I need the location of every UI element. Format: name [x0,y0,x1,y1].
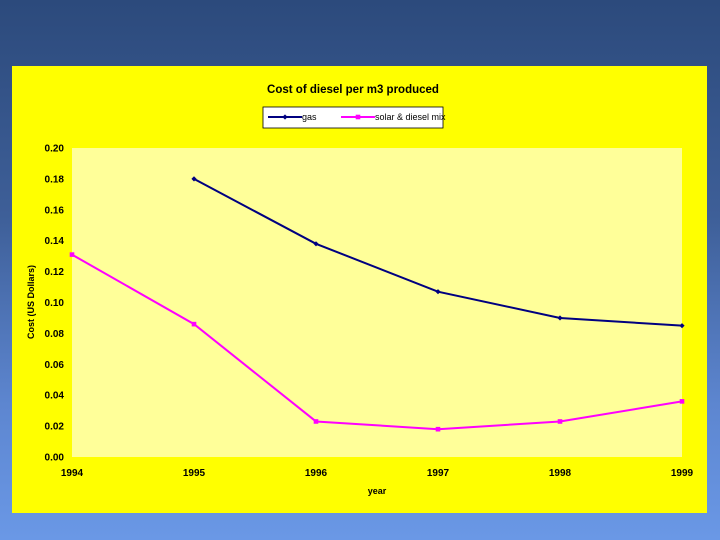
legend: gas solar & diesel mix [262,106,446,129]
legend-marker [355,114,361,120]
y-tick-label: 0.08 [45,329,65,340]
y-tick-label: 0.18 [45,174,65,185]
y-tick-label: 0.12 [45,267,65,278]
series-line-solar-diesel-mix [71,253,683,431]
y-axis: 0.00 0.02 0.04 0.06 0.08 0.10 0.12 0.14 0.16 0.18… [45,144,65,464]
x-tick-label: 1999 [671,468,694,479]
chart-frame: Cost of diesel per m3 produced gas solar … [12,66,707,513]
x-tick-label: 1996 [305,468,328,479]
y-tick-label: 0.04 [45,391,65,402]
data-point [557,315,563,321]
y-tick-label: 0.00 [45,453,65,464]
x-tick-label: 1997 [427,468,450,479]
legend-label: solar & diesel mix [375,112,446,122]
data-point [679,323,685,329]
legend-label: gas [302,112,317,122]
y-tick-label: 0.14 [45,236,65,247]
data-point [435,426,441,432]
data-point [191,176,197,182]
y-tick-label: 0.06 [45,360,65,371]
data-point [313,241,319,247]
data-point [313,419,319,424]
x-tick-label: 1994 [61,468,84,479]
y-axis-title: Cost (US Dollars) [26,265,36,339]
y-tick-label: 0.16 [45,205,65,216]
x-axis: 1994 1995 1996 1997 1998 1999 [61,468,694,479]
data-point [69,252,75,257]
plot-area [72,148,682,457]
x-axis-title: year [368,486,387,496]
x-tick-label: 1998 [549,468,572,479]
data-point [435,289,441,295]
y-tick-label: 0.20 [45,144,65,155]
y-tick-label: 0.10 [45,298,65,309]
legend-marker [282,114,288,120]
data-point [679,399,685,404]
data-point [191,321,197,327]
data-point [557,419,563,424]
chart-svg: Cost of diesel per m3 produced gas solar … [26,84,694,496]
y-tick-label: 0.02 [45,422,65,433]
chart-title: Cost of diesel per m3 produced [267,84,439,96]
series-layer [69,176,685,432]
x-tick-label: 1995 [183,468,206,479]
